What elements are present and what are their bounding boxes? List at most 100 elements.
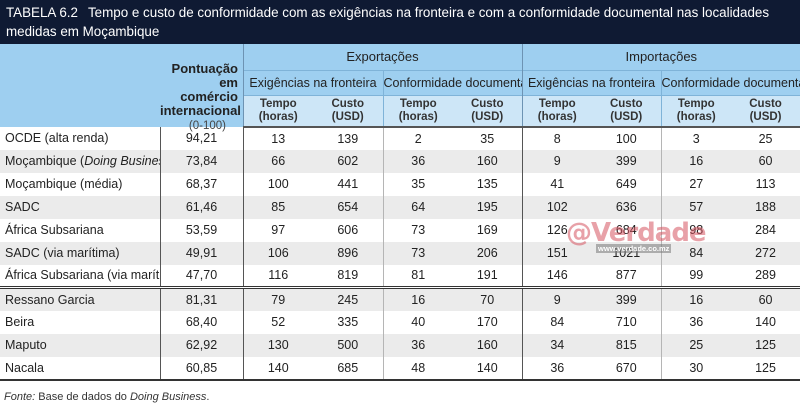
row-score: 94,21: [159, 126, 244, 150]
table-title: Tempo e custo de conformidade com as exi…: [6, 5, 770, 39]
cell-time-hours: 73: [382, 218, 453, 242]
unit-header-time: Tempo (horas): [382, 95, 453, 128]
source-note: Fonte: Base de dados do Doing Business.: [4, 391, 210, 403]
cell-cost-usd: 160: [453, 333, 523, 357]
table-row: OCDE (alta renda) 94,21 13 139 2 35 8 100 3 25: [0, 126, 800, 150]
cell-cost-usd: 191: [476, 268, 498, 283]
cell-cost-usd: 636: [592, 195, 662, 219]
row-label: OCDE (alta renda): [5, 131, 109, 145]
cell-time-hours: 48: [382, 356, 453, 381]
cell-time-hours: 9: [521, 149, 593, 173]
row-score: 49,91: [159, 241, 244, 265]
cell-cost-usd: 670: [592, 356, 662, 381]
score-header-label: Pontuação em comércio internacional (0-1…: [160, 61, 241, 133]
cell-time-hours: 146: [521, 264, 593, 288]
cell-cost-usd: 602: [313, 149, 383, 173]
cell-cost-usd: 169: [476, 223, 498, 237]
cell-time-hours: 25: [660, 333, 732, 357]
cell-time-hours: 116: [242, 264, 313, 288]
cell-cost-usd: 441: [337, 177, 359, 191]
cell-cost-usd: 815: [592, 333, 662, 357]
cell-time-hours: 151: [521, 241, 593, 265]
cell-time-hours: 9: [521, 286, 593, 311]
row-label: Ressano Garcia: [0, 286, 160, 311]
cell-time-hours: 16: [382, 286, 453, 311]
cell-cost-usd: 654: [313, 195, 383, 219]
subgroup-exports-border: Exigências na fronteira: [242, 70, 383, 95]
cell-cost-usd: 606: [337, 223, 359, 237]
unit-header-time: Tempo (horas): [521, 95, 593, 128]
cell-cost-usd: 1021: [592, 241, 662, 265]
cell-cost-usd: 685: [313, 356, 383, 381]
cell-cost-usd: 819: [337, 268, 359, 283]
table-row: África Subsariana 53,59 97 606 73 169 126 684 98…: [0, 218, 800, 242]
cell-cost-usd: 877: [615, 268, 637, 283]
row-score: 47,70: [159, 264, 244, 288]
unit-header-time: Tempo (horas): [242, 95, 313, 128]
cell-time-hours: 57: [660, 195, 732, 219]
table-row: SADC (via marítima) 49,91 106 896 73 206 151 10…: [0, 241, 800, 265]
cell-cost-usd: 206: [453, 241, 523, 265]
cell-time-hours: 79: [242, 286, 313, 311]
cell-time-hours: 64: [382, 195, 453, 219]
group-header-exports: Exportações: [242, 44, 523, 70]
cell-cost-usd: 60: [731, 286, 800, 311]
unit-header-cost: Custo (USD): [453, 95, 523, 128]
table-row: Nacala 60,85 140 685 48 140 36 670 30 125: [0, 356, 800, 381]
subgroup-imports-documents: Conformidade documental: [660, 70, 800, 95]
cell-cost-usd: 60: [731, 149, 800, 173]
row-score: 81,31: [159, 286, 244, 311]
cell-cost-usd: 335: [337, 315, 359, 329]
row-label: Moçambique (Doing Business): [0, 149, 160, 173]
row-label: Nacala: [0, 356, 160, 381]
cell-cost-usd: 139: [337, 131, 359, 146]
cell-time-hours: 73: [382, 241, 453, 265]
cell-time-hours: 41: [521, 172, 593, 196]
unit-header-cost: Custo (USD): [592, 95, 662, 128]
unit-header-cost: Custo (USD): [313, 95, 383, 128]
cell-time-hours: 97: [242, 218, 313, 242]
cell-cost-usd: 25: [758, 131, 773, 146]
row-label: SADC: [0, 195, 160, 219]
cell-time-hours: 102: [521, 195, 593, 219]
cell-time-hours: 3: [660, 126, 732, 150]
cell-cost-usd: 188: [731, 195, 800, 219]
cell-time-hours: 99: [660, 264, 732, 288]
cell-time-hours: 40: [382, 310, 453, 334]
cell-cost-usd: 399: [592, 149, 662, 173]
table-row: Moçambique (Doing Business)73,8466602361…: [0, 149, 800, 173]
cell-cost-usd: 135: [476, 177, 498, 191]
cell-cost-usd: 399: [592, 286, 662, 311]
cell-cost-usd: 289: [755, 268, 776, 283]
row-score: 53,59: [159, 218, 244, 242]
cell-cost-usd: 70: [453, 286, 523, 311]
cell-cost-usd: 160: [453, 149, 523, 173]
table-row: Moçambique (média) 68,37 100 441 35 135 41 649 2…: [0, 172, 800, 196]
unit-header-time: Tempo (horas): [660, 95, 732, 128]
cell-cost-usd: 140: [755, 315, 776, 329]
cell-cost-usd: 170: [476, 315, 498, 329]
cell-time-hours: 30: [660, 356, 732, 381]
cell-time-hours: 2: [382, 126, 453, 150]
cell-cost-usd: 272: [731, 241, 800, 265]
cell-time-hours: 36: [660, 310, 732, 334]
cell-cost-usd: 125: [731, 356, 800, 381]
cell-time-hours: 81: [382, 264, 453, 288]
cell-time-hours: 84: [660, 241, 732, 265]
table-row: Ressano Garcia 81,31 79 245 16 70 9 399 16 60: [0, 286, 800, 311]
cell-time-hours: 13: [242, 126, 313, 150]
cell-time-hours: 52: [242, 310, 313, 334]
cell-time-hours: 98: [660, 218, 732, 242]
row-label: SADC (via marítima): [0, 241, 160, 265]
table-number: TABELA 6.2: [6, 5, 78, 20]
cell-cost-usd: 896: [313, 241, 383, 265]
unit-header-cost: Custo (USD): [731, 95, 800, 128]
cell-time-hours: 66: [242, 149, 313, 173]
cell-cost-usd: 245: [313, 286, 383, 311]
table-row: África Subsariana (via marítima)47,70116…: [0, 264, 800, 288]
table-row: SADC 61,46 85 654 64 195 102 636 57 188: [0, 195, 800, 219]
row-score: 68,37: [159, 172, 244, 196]
cell-cost-usd: 195: [453, 195, 523, 219]
group-header-imports: Importações: [521, 44, 800, 70]
row-label: Beira: [5, 315, 35, 329]
